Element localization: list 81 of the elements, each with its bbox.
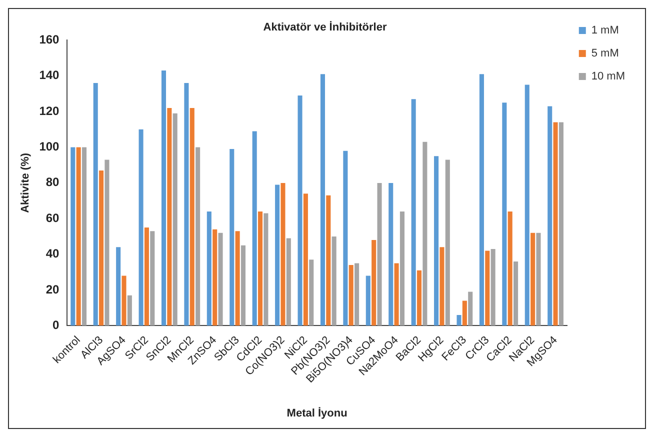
bar [116,247,121,326]
y-tick-label: 140 [39,68,60,82]
bar [93,83,98,326]
bar [416,270,422,326]
bar [150,231,155,326]
y-axis-title: Aktivite (%) [20,152,32,213]
bar [206,211,212,326]
bar [479,74,484,326]
bar [377,182,382,326]
bar [240,245,246,326]
y-tick-label: 100 [39,140,60,154]
bar [303,194,308,326]
bar [144,228,149,326]
bar [372,240,376,326]
bar [468,292,473,326]
bar [218,232,223,326]
bar [104,160,110,326]
bar [76,147,81,326]
legend-label: 5 mM [591,48,619,60]
y-tick-label: 120 [39,104,60,118]
bar [485,250,490,326]
bar [388,182,394,326]
y-tick-label: 80 [46,175,60,190]
bar [502,102,507,326]
y-tick-label: 60 [46,210,60,225]
legend-label: 10 mM [591,70,626,83]
bar [161,70,166,326]
bar [456,314,462,326]
bar [258,211,263,326]
y-tick-label: 0 [52,318,60,332]
bar [298,96,302,326]
bar [82,147,87,326]
x-axis-title: Metal İyonu [286,406,348,420]
bar [462,300,467,326]
bar [138,129,144,326]
bar [252,131,257,326]
bar [167,108,172,326]
bar [394,263,399,326]
bar [508,211,512,326]
chart-title: Aktivatör ve İnhibitörler [263,20,388,34]
bar [411,99,416,326]
bar [190,108,194,326]
bar [99,170,104,326]
bar [275,184,280,326]
bar [490,248,496,326]
legend-label: 1 mM [591,24,619,37]
bar [553,122,558,326]
bar [536,232,541,326]
bar [445,160,450,326]
y-tick-label: 40 [46,246,60,261]
bar [264,213,268,326]
bar [127,295,132,326]
bar [530,232,536,326]
bar [434,156,439,326]
bar [320,74,325,326]
bar [422,142,428,326]
bar [524,84,530,326]
bar [400,211,404,326]
bar [280,182,286,326]
bar [212,229,218,326]
bar [235,231,240,326]
bar [354,263,360,326]
bar [70,147,76,326]
bar [122,276,126,326]
bar [184,83,189,326]
bar [348,265,354,326]
bar [286,238,291,326]
bar [514,261,518,326]
bar [440,247,444,326]
bar [196,147,200,326]
bar [366,276,370,326]
bar [343,150,348,326]
bar [332,236,336,326]
bar [230,149,234,326]
bar [548,106,552,326]
bar [558,122,564,326]
bar [326,195,331,326]
bar [309,260,314,326]
bar [172,113,178,326]
y-tick-label: 20 [46,282,60,296]
y-tick-label: 160 [39,32,60,47]
